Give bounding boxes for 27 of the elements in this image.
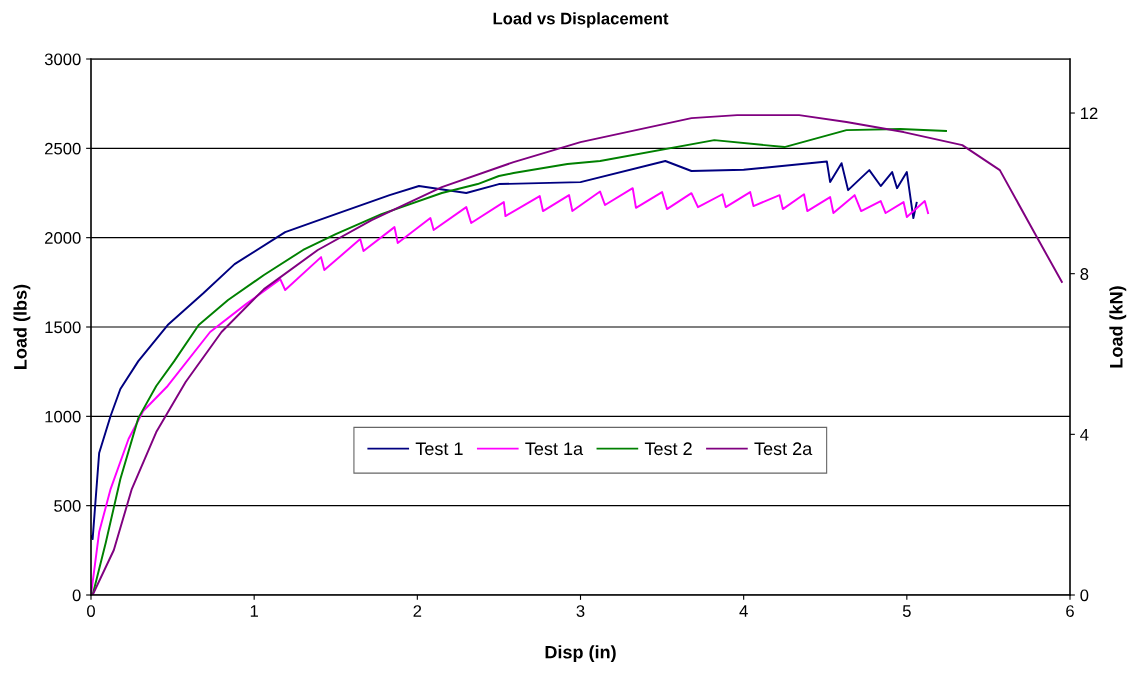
legend-label: Test 2 [644,442,692,456]
y-tick-label: 0 [72,589,81,602]
x-tick-label: 6 [1066,605,1074,617]
legend-label: Test 1 [415,442,463,456]
y2-tick-label: 12 [1080,107,1098,120]
x-tick-label: 5 [902,605,911,617]
y2-axis-title: Load (kN) [1109,286,1127,368]
x-tick-label: 2 [413,605,422,617]
y-tick-label: 1500 [45,321,81,334]
x-tick-label: 4 [739,605,748,617]
y-axis-title: Load (lbs) [13,284,31,369]
x-tick-label: 0 [87,605,95,617]
y-tick-label: 2000 [45,232,81,244]
y-tick-label: 3000 [44,53,81,66]
x-tick-label: 1 [250,605,258,617]
y2-tick-label: 4 [1080,428,1089,441]
legend-label: Test 2a [754,442,813,456]
y2-tick-label: 8 [1080,268,1089,280]
line-series [91,160,918,541]
x-axis-title: Disp (in) [545,645,616,663]
legend-label: Test 1a [525,442,584,456]
y-tick-label: 500 [54,500,81,512]
y2-tick-label: 0 [1080,589,1089,602]
x-tick-label: 3 [576,605,585,617]
y-tick-label: 1000 [45,410,81,423]
y-tick-label: 2500 [45,142,81,155]
chart-title: Load vs Displacement [493,12,669,28]
